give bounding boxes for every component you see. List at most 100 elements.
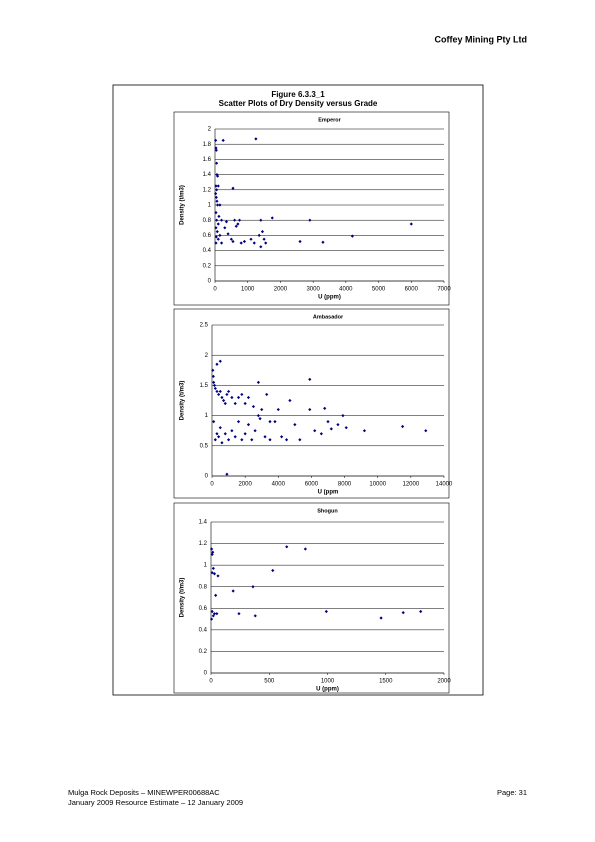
data-point bbox=[251, 585, 255, 589]
data-point bbox=[246, 423, 251, 427]
data-point bbox=[212, 380, 216, 384]
y-tick-label: 0.8 bbox=[199, 584, 208, 590]
data-point bbox=[252, 241, 256, 245]
y-tick-label: 1.4 bbox=[203, 172, 212, 178]
x-tick-label: 3000 bbox=[306, 287, 320, 293]
y-tick-label: 1.8 bbox=[203, 142, 212, 148]
chart-title: Emperor bbox=[318, 117, 341, 123]
data-point bbox=[215, 362, 219, 366]
data-point bbox=[216, 174, 220, 178]
data-point bbox=[308, 377, 312, 381]
data-point bbox=[213, 386, 217, 391]
data-point bbox=[212, 420, 216, 424]
data-point bbox=[225, 472, 229, 476]
data-point bbox=[217, 435, 221, 439]
data-point bbox=[229, 237, 233, 241]
y-tick-label: 1.5 bbox=[200, 383, 209, 389]
data-point bbox=[217, 214, 221, 218]
x-tick-label: 1500 bbox=[379, 679, 393, 685]
data-point bbox=[308, 407, 312, 412]
data-point bbox=[226, 232, 230, 236]
data-point bbox=[214, 241, 218, 245]
x-tick-label: 5000 bbox=[372, 287, 386, 293]
data-point bbox=[265, 392, 269, 397]
x-tick-label: 12000 bbox=[403, 482, 420, 488]
data-point bbox=[285, 545, 289, 549]
data-point bbox=[259, 218, 263, 222]
data-point bbox=[284, 438, 289, 442]
data-point bbox=[223, 432, 227, 436]
data-point bbox=[214, 195, 218, 199]
data-point bbox=[214, 184, 218, 188]
data-point bbox=[214, 148, 218, 152]
data-point bbox=[419, 609, 423, 614]
figure-title: Scatter Plots of Dry Density versus Grad… bbox=[219, 99, 378, 108]
data-point bbox=[214, 235, 218, 239]
data-point bbox=[216, 574, 220, 578]
data-point bbox=[246, 395, 251, 400]
data-point bbox=[409, 222, 413, 226]
y-tick-label: 1.6 bbox=[203, 157, 212, 163]
data-point bbox=[214, 211, 218, 215]
y-axis-label: Density (t/m3) bbox=[180, 578, 186, 618]
data-point bbox=[271, 568, 275, 573]
data-point bbox=[215, 218, 219, 222]
data-point bbox=[264, 241, 268, 245]
data-point bbox=[259, 245, 263, 249]
data-point bbox=[260, 407, 264, 412]
data-point bbox=[280, 435, 284, 439]
footer-line: January 2009 Resource Estimate – 12 Janu… bbox=[68, 798, 243, 807]
footer-line: Mulga Rock Deposits – MINEWPER00688AC bbox=[68, 788, 220, 797]
x-tick-label: 0 bbox=[210, 482, 214, 488]
y-tick-label: 2.5 bbox=[200, 323, 209, 329]
x-tick-label: 4000 bbox=[339, 287, 353, 293]
data-point bbox=[251, 404, 256, 409]
data-point bbox=[219, 218, 224, 222]
y-tick-label: 0.6 bbox=[203, 233, 212, 239]
data-point bbox=[253, 614, 257, 618]
data-point bbox=[243, 401, 247, 406]
data-point bbox=[253, 429, 257, 433]
data-point bbox=[215, 161, 219, 165]
data-point bbox=[350, 234, 354, 238]
data-point bbox=[225, 392, 229, 397]
chart-title: Ambasador bbox=[313, 314, 344, 320]
data-point bbox=[237, 612, 241, 616]
data-point bbox=[260, 230, 265, 234]
data-point bbox=[424, 429, 428, 433]
data-point bbox=[215, 188, 219, 192]
y-axis-label: Density (t/m3) bbox=[180, 381, 186, 421]
x-tick-label: 10000 bbox=[369, 482, 386, 488]
data-point bbox=[218, 389, 222, 394]
data-point bbox=[254, 137, 258, 141]
x-tick-label: 6000 bbox=[305, 482, 319, 488]
chart-frame bbox=[173, 308, 450, 499]
x-tick-label: 1000 bbox=[241, 287, 255, 293]
y-tick-label: 0.8 bbox=[203, 218, 212, 224]
y-tick-label: 0.2 bbox=[203, 263, 212, 269]
data-point bbox=[250, 438, 254, 442]
data-point bbox=[231, 589, 235, 593]
data-point bbox=[400, 424, 405, 429]
x-tick-label: 2000 bbox=[437, 679, 451, 685]
data-point bbox=[233, 401, 237, 406]
chart-title: Shogun bbox=[317, 508, 338, 514]
data-point bbox=[215, 432, 219, 436]
data-point bbox=[214, 192, 218, 196]
data-point bbox=[226, 389, 231, 394]
data-point bbox=[236, 222, 240, 226]
figure-frame bbox=[112, 84, 484, 696]
chart-frame bbox=[173, 502, 450, 694]
data-point bbox=[221, 138, 225, 142]
x-tick-label: 1000 bbox=[321, 679, 335, 685]
x-tick-label: 4000 bbox=[272, 482, 286, 488]
data-point bbox=[234, 224, 238, 228]
data-point bbox=[231, 186, 235, 190]
y-tick-label: 0 bbox=[205, 474, 209, 480]
y-tick-label: 0 bbox=[208, 279, 212, 285]
data-point bbox=[256, 380, 260, 384]
x-axis-label: U (ppm) bbox=[318, 295, 341, 301]
data-point bbox=[329, 427, 333, 431]
data-point bbox=[209, 617, 214, 621]
data-point bbox=[211, 368, 215, 372]
